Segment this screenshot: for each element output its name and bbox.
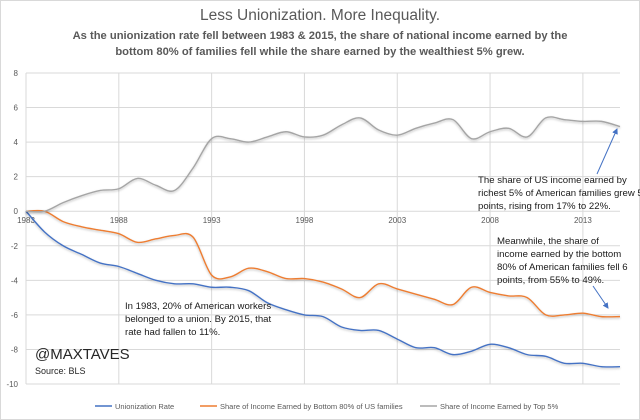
series-lines xyxy=(25,116,621,368)
x-axis-ticks: 1983 1988 1993 1998 2003 2008 2013 xyxy=(17,216,592,225)
y-tick-label: 0 xyxy=(14,207,19,216)
chart-title: Less Unionization. More Inequality. xyxy=(199,7,441,24)
annotation-bottom80-line: Meanwhile, the share of xyxy=(497,236,599,247)
series-line-bottom80 xyxy=(25,209,621,318)
subtitle-line-1: As the unionization rate fell between 19… xyxy=(72,30,568,42)
x-tick-label: 1983 xyxy=(17,216,35,225)
series-line-top5 xyxy=(25,116,621,213)
legend: Unionization Rate Share of Income Earned… xyxy=(95,402,559,411)
chart-subtitle: As the unionization rate fell between 19… xyxy=(40,28,600,60)
x-tick-label: 2008 xyxy=(481,216,499,225)
subtitle-line-2: bottom 80% of families fell while the sh… xyxy=(115,46,525,58)
x-tick-label: 2013 xyxy=(574,216,592,225)
gridlines xyxy=(25,72,620,385)
legend-item-unionization: Unionization Rate xyxy=(95,402,174,411)
y-tick-label: 2 xyxy=(14,173,19,182)
annotation-top5-line: points, rising from 17% to 22%. xyxy=(478,201,611,212)
arrow-top5 xyxy=(596,128,618,175)
annotation-top5-line: The share of US income earned by xyxy=(478,175,627,186)
annotation-top5-line: richest 5% of American families grew 5 xyxy=(478,188,640,199)
legend-item-bottom80: Share of Income Earned by Bottom 80% of … xyxy=(200,402,403,411)
x-tick-label: 1988 xyxy=(110,216,128,225)
legend-label-top5: Share of Income Earned by Top 5% xyxy=(440,402,559,411)
annotation-bottom80-line: points, from 55% to 49%. xyxy=(497,275,604,286)
x-tick-label: 2003 xyxy=(388,216,406,225)
annotation-bottom80-line: income earned by the bottom xyxy=(497,249,621,260)
series-line-unionization xyxy=(25,210,621,368)
annotation-union-line: rate had fallen to 11%. xyxy=(125,327,220,338)
annotation-union: In 1983, 20% of American workers belonge… xyxy=(125,301,271,338)
x-tick-label: 1998 xyxy=(296,216,314,225)
y-tick-label: -10 xyxy=(6,380,18,389)
annotation-top5: The share of US income earned by richest… xyxy=(478,175,640,212)
y-tick-label: 6 xyxy=(14,104,19,113)
legend-item-top5: Share of Income Earned by Top 5% xyxy=(420,402,559,411)
y-tick-label: -6 xyxy=(11,311,19,320)
y-tick-label: -4 xyxy=(11,276,19,285)
arrow-bottom80 xyxy=(592,285,609,309)
y-tick-label: 8 xyxy=(14,69,19,78)
y-tick-label: 4 xyxy=(14,138,19,147)
legend-label-bottom80: Share of Income Earned by Bottom 80% of … xyxy=(220,402,403,411)
legend-label-unionization: Unionization Rate xyxy=(115,402,174,411)
x-tick-label: 1993 xyxy=(203,216,221,225)
annotation-bottom80-line: 80% of American families fell 6 xyxy=(497,262,628,273)
annotation-union-line: belonged to a union. By 2015, that xyxy=(125,314,271,325)
watermark-handle: @MAXTAVES xyxy=(35,346,130,363)
y-tick-label: -2 xyxy=(11,242,19,251)
y-axis-ticks: 8 6 4 2 0 -2 -4 -6 -8 -10 xyxy=(6,69,18,389)
y-tick-label: -8 xyxy=(11,345,19,354)
source-label: Source: BLS xyxy=(35,366,86,376)
annotation-bottom80: Meanwhile, the share of income earned by… xyxy=(497,236,628,286)
annotation-union-line: In 1983, 20% of American workers xyxy=(125,301,271,312)
